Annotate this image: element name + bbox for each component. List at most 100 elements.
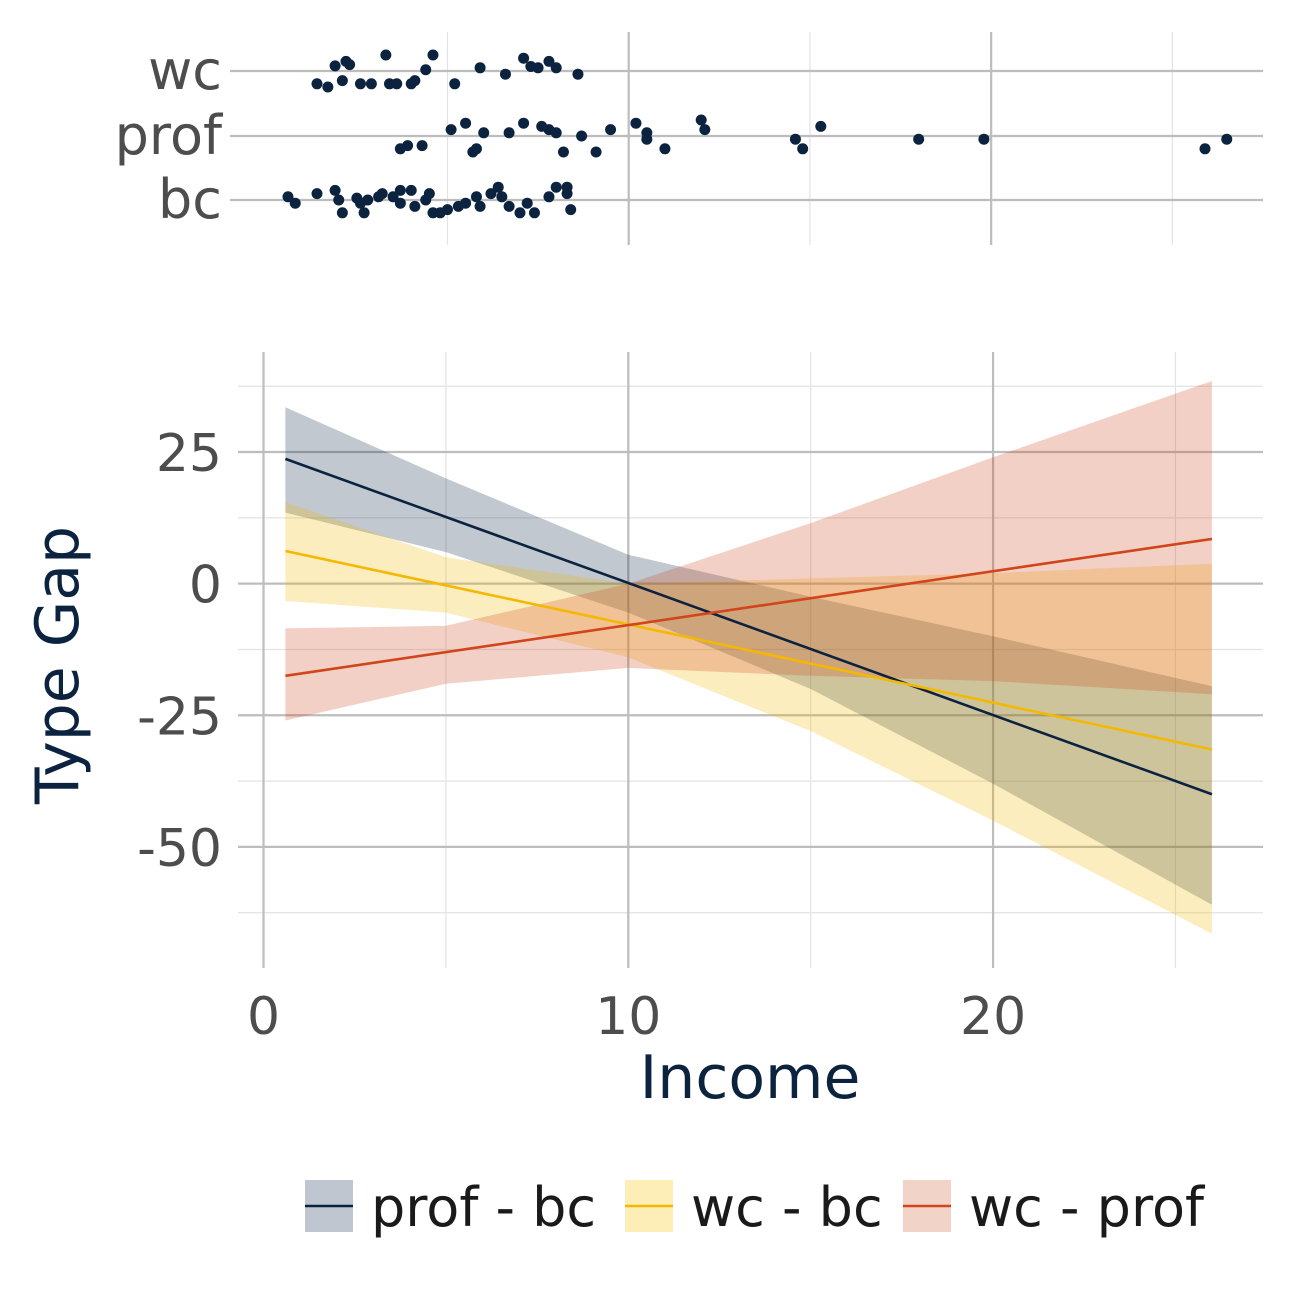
- top-category-label: bc: [158, 168, 222, 231]
- strip-point: [543, 55, 555, 67]
- strip-point: [572, 68, 584, 80]
- strip-point: [518, 52, 530, 64]
- strip-point: [311, 188, 323, 200]
- strip-point: [659, 143, 671, 155]
- strip-point: [470, 143, 482, 155]
- fit-line: [285, 537, 1213, 678]
- strip-point: [815, 120, 827, 132]
- strip-point: [333, 194, 345, 206]
- strip-point: [362, 194, 374, 206]
- strip-point: [561, 181, 573, 193]
- strip-point: [387, 191, 399, 203]
- strip-point: [503, 200, 515, 212]
- legend-label: wc - bc: [691, 1176, 883, 1239]
- strip-point: [590, 146, 602, 158]
- fit-line: [285, 549, 1213, 751]
- y-tick-label: 0: [189, 556, 222, 616]
- x-tick-labels: 0 10 20: [247, 987, 1026, 1047]
- strip-point: [282, 191, 294, 203]
- strip-point: [441, 204, 453, 216]
- strip-point: [460, 117, 472, 129]
- strip-point: [641, 127, 653, 139]
- strip-point: [492, 181, 504, 193]
- x-tick-label: 20: [960, 987, 1026, 1047]
- y-tick-labels: -50 -25 0 25: [137, 424, 222, 879]
- strip-point: [391, 78, 403, 90]
- y-tick-label: -50: [137, 819, 222, 879]
- strip-point: [402, 140, 414, 152]
- strip-point: [427, 49, 439, 61]
- strip-point: [423, 188, 435, 200]
- strip-point: [420, 64, 432, 76]
- confidence-band: [285, 407, 1212, 905]
- strip-point: [528, 207, 540, 219]
- strip-point: [550, 181, 562, 193]
- strip-point: [329, 60, 341, 72]
- y-axis-title: Type Gap: [23, 526, 93, 805]
- legend-label: wc - prof: [969, 1176, 1206, 1239]
- top-category-label: prof: [115, 104, 224, 167]
- strip-point: [474, 62, 486, 74]
- strip-point: [485, 188, 497, 200]
- strip-point: [576, 130, 588, 142]
- x-tick-label: 10: [595, 987, 661, 1047]
- main-grid: [238, 352, 1263, 968]
- strip-point: [365, 78, 377, 90]
- strip-point: [521, 197, 533, 209]
- strip-point: [380, 49, 392, 61]
- strip-point: [354, 78, 366, 90]
- strip-point: [532, 62, 544, 74]
- strip-point: [394, 184, 406, 196]
- x-axis-title: Income: [640, 1043, 861, 1113]
- x-tick-label: 0: [247, 987, 280, 1047]
- strip-point: [913, 133, 925, 145]
- strip-point: [416, 140, 428, 152]
- top-points: [282, 49, 1233, 219]
- strip-point: [695, 114, 707, 126]
- strip-point: [557, 146, 569, 158]
- strip-point: [550, 127, 562, 139]
- main-line-panel: -50 -25 0 25 0 10 20 Income Type Gap: [23, 352, 1263, 1113]
- strip-point: [336, 207, 348, 219]
- strip-point: [499, 68, 511, 80]
- strip-point: [409, 200, 421, 212]
- strip-point: [978, 133, 990, 145]
- strip-point: [405, 184, 417, 196]
- confidence-bands: [285, 381, 1212, 934]
- fit-lines: [284, 457, 1213, 796]
- strip-point: [449, 78, 461, 90]
- y-tick-label: -25: [137, 687, 222, 747]
- strip-point: [474, 200, 486, 212]
- strip-point: [344, 59, 356, 71]
- strip-point: [565, 204, 577, 216]
- legend: prof - bc wc - bc wc - prof: [305, 1176, 1206, 1239]
- strip-point: [311, 78, 323, 90]
- strip-point: [543, 191, 555, 203]
- strip-point: [470, 191, 482, 203]
- top-category-label: wc: [148, 39, 222, 102]
- strip-point: [289, 197, 301, 209]
- strip-point: [1221, 133, 1233, 145]
- confidence-band: [285, 381, 1212, 721]
- strip-point: [550, 62, 562, 74]
- fit-line: [284, 457, 1213, 796]
- strip-point: [630, 117, 642, 129]
- legend-label: prof - bc: [371, 1176, 596, 1239]
- strip-point: [1199, 143, 1211, 155]
- y-tick-label: 25: [156, 424, 222, 484]
- strip-point: [605, 124, 617, 136]
- strip-point: [789, 133, 801, 145]
- strip-point: [376, 188, 388, 200]
- strip-point: [496, 191, 508, 203]
- strip-point: [445, 124, 457, 136]
- strip-point: [797, 143, 809, 155]
- strip-point: [394, 197, 406, 209]
- strip-point: [329, 184, 341, 196]
- strip-point: [322, 81, 334, 93]
- strip-point: [518, 117, 530, 129]
- strip-point: [336, 75, 348, 87]
- strip-point: [358, 207, 370, 219]
- strip-point: [460, 197, 472, 209]
